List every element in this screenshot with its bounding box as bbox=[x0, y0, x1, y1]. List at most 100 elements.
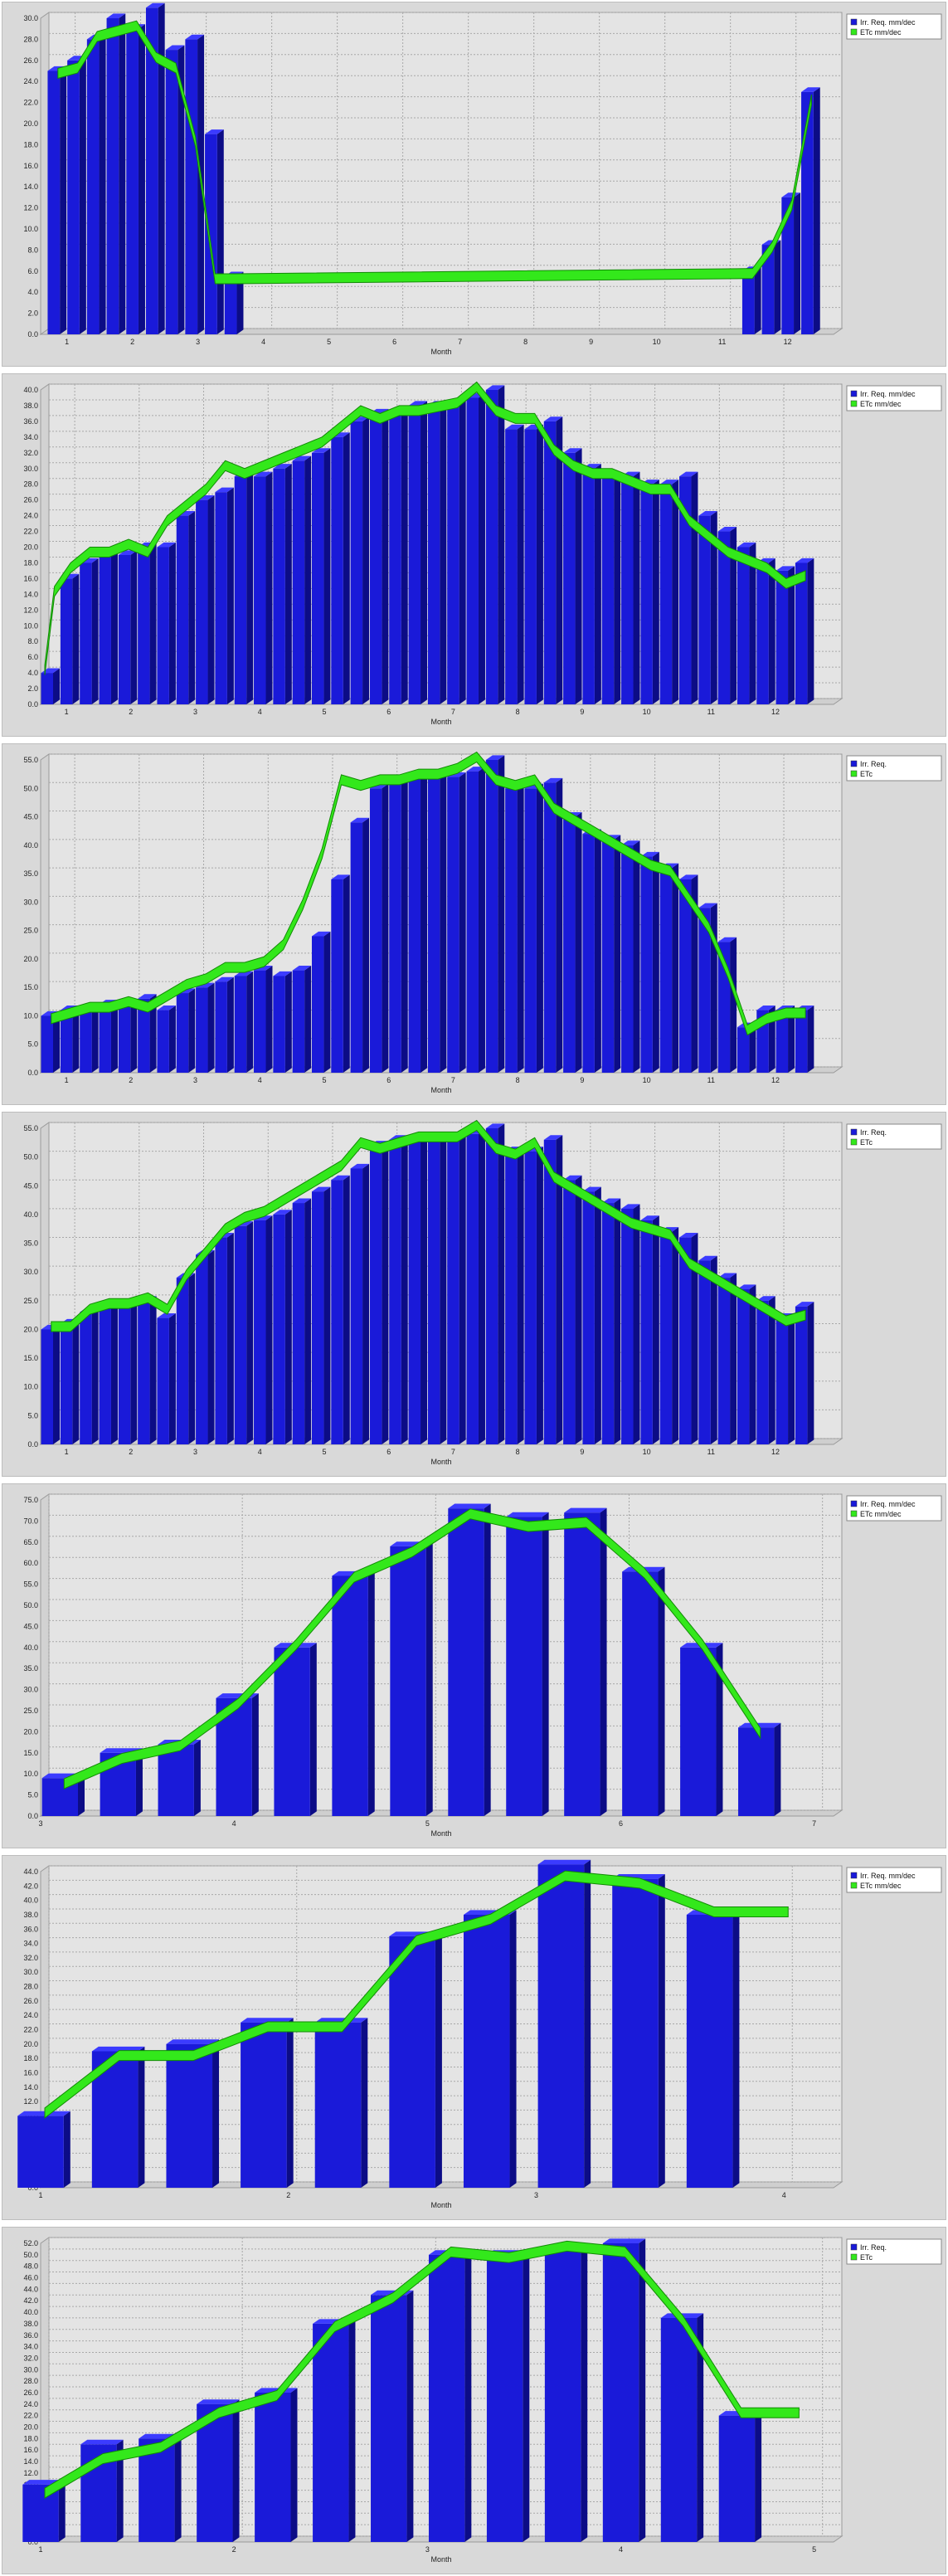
bar-irr-req bbox=[273, 464, 292, 704]
bar-irr-req bbox=[717, 526, 737, 704]
y-tick-label: 15.0 bbox=[23, 983, 38, 991]
x-tick-label: 3 bbox=[196, 338, 200, 346]
y-tick-label: 32.0 bbox=[23, 449, 38, 457]
bar-irr-req bbox=[118, 1000, 138, 1073]
legend-swatch bbox=[850, 390, 858, 397]
y-tick-label: 18.0 bbox=[23, 2434, 38, 2442]
y-tick-label: 42.0 bbox=[23, 2296, 38, 2305]
legend-entry: Irr. Req. mm/dec bbox=[860, 18, 916, 27]
x-tick-label: 10 bbox=[643, 708, 651, 716]
bar-irr-req bbox=[41, 668, 61, 704]
bar-irr-req bbox=[157, 542, 176, 704]
bar-irr-req bbox=[215, 487, 234, 704]
bar-irr-req bbox=[157, 1313, 176, 1444]
bar-irr-req bbox=[506, 1512, 549, 1816]
x-tick-label: 4 bbox=[258, 708, 262, 716]
bar-irr-req bbox=[369, 1141, 389, 1444]
bar-irr-req bbox=[428, 2250, 472, 2542]
bar-irr-req bbox=[680, 1643, 723, 1816]
bar-irr-req bbox=[389, 1931, 442, 2188]
bar-irr-req bbox=[756, 1296, 775, 1444]
legend-entry: Irr. Req. bbox=[860, 760, 887, 768]
x-tick-label: 8 bbox=[516, 1076, 520, 1084]
x-tick-label: 11 bbox=[707, 1076, 715, 1084]
x-tick-label: 9 bbox=[580, 1448, 584, 1456]
bar-irr-req bbox=[698, 511, 717, 704]
chart-3: 0.0 5.0 10.0 15.0 20.0 25.0 30.0 35.0 40.0 45.0 50… bbox=[23, 751, 942, 1094]
y-tick-label: 40.0 bbox=[23, 1643, 38, 1652]
x-axis-title: Month bbox=[430, 348, 451, 356]
bar-irr-req bbox=[255, 2388, 298, 2542]
legend-swatch bbox=[850, 2253, 858, 2261]
bar-irr-req bbox=[60, 1318, 80, 1444]
bar-irr-req bbox=[22, 2480, 66, 2542]
bar-irr-req bbox=[781, 192, 801, 334]
etc-ribbon bbox=[57, 20, 812, 285]
bar-irr-req bbox=[640, 1215, 659, 1444]
x-tick-label: 1 bbox=[65, 1448, 69, 1456]
bar-irr-req bbox=[86, 34, 106, 335]
x-tick-label: 5 bbox=[425, 1819, 430, 1828]
x-axis-title: Month bbox=[430, 2555, 451, 2564]
bar-irr-req bbox=[389, 777, 408, 1073]
bar-irr-req bbox=[292, 966, 312, 1073]
bar-irr-req bbox=[99, 1000, 118, 1073]
bar-irr-req bbox=[176, 511, 196, 704]
y-tick-label: 44.0 bbox=[23, 1867, 38, 1876]
y-tick-label: 0.0 bbox=[27, 1812, 38, 1820]
bar-irr-req bbox=[537, 1859, 591, 2188]
y-tick-label: 28.0 bbox=[23, 2377, 38, 2385]
legend-entry: Irr. Req. mm/dec bbox=[860, 1872, 916, 1880]
y-tick-label: 10.0 bbox=[23, 1770, 38, 1778]
y-tick-label: 50.0 bbox=[23, 1601, 38, 1609]
bar-irr-req bbox=[47, 66, 67, 335]
bar-irr-req bbox=[80, 558, 99, 704]
x-axis-title: Month bbox=[430, 2201, 451, 2209]
legend-entry: Irr. Req. bbox=[860, 2243, 887, 2252]
y-tick-label: 16.0 bbox=[23, 2068, 38, 2077]
y-tick-label: 20.0 bbox=[23, 119, 38, 128]
bar-irr-req bbox=[234, 471, 254, 704]
bar-irr-req bbox=[314, 2018, 368, 2188]
legend-swatch bbox=[850, 1882, 858, 1889]
y-tick-label: 10.0 bbox=[23, 1011, 38, 1020]
y-tick-label: 24.0 bbox=[23, 2400, 38, 2408]
bar-irr-req bbox=[795, 1006, 814, 1073]
chart-5: 0.0 5.0 10.0 15.0 20.0 25.0 30.0 35.0 40.0 45.0 50… bbox=[23, 1493, 942, 1838]
y-tick-label: 28.0 bbox=[23, 35, 38, 43]
y-tick-label: 18.0 bbox=[23, 140, 38, 149]
y-tick-label: 55.0 bbox=[23, 1124, 38, 1132]
bar-irr-req bbox=[544, 2244, 588, 2542]
bar-irr-req bbox=[582, 829, 601, 1073]
y-tick-label: 40.0 bbox=[23, 1897, 38, 1905]
bar-irr-req bbox=[273, 971, 292, 1073]
bar-irr-req bbox=[311, 931, 331, 1073]
bar-irr-req bbox=[427, 401, 447, 704]
x-tick-label: 5 bbox=[327, 338, 331, 346]
y-tick-label: 40.0 bbox=[23, 2308, 38, 2316]
bar-irr-req bbox=[331, 432, 350, 704]
y-tick-label: 52.0 bbox=[23, 2239, 38, 2247]
bar-irr-req bbox=[448, 1503, 491, 1816]
y-tick-label: 35.0 bbox=[23, 1239, 38, 1248]
bar-irr-req bbox=[274, 1643, 317, 1816]
y-tick-label: 18.0 bbox=[23, 2054, 38, 2062]
etc-ribbon bbox=[44, 2240, 800, 2499]
x-tick-label: 5 bbox=[812, 2545, 816, 2554]
bar-irr-req bbox=[795, 558, 814, 704]
x-tick-label: 4 bbox=[619, 2545, 623, 2554]
bar-irr-req bbox=[196, 495, 215, 704]
x-tick-label: 6 bbox=[386, 708, 391, 716]
y-tick-label: 50.0 bbox=[23, 784, 38, 792]
y-tick-label: 12.0 bbox=[23, 2097, 38, 2106]
bar-irr-req bbox=[41, 1010, 61, 1073]
bar-irr-req bbox=[215, 1233, 234, 1444]
bar-irr-req bbox=[158, 1740, 201, 1816]
bar-irr-req bbox=[311, 448, 331, 704]
y-tick-label: 38.0 bbox=[23, 1911, 38, 1919]
x-tick-label: 4 bbox=[258, 1448, 262, 1456]
y-tick-label: 26.0 bbox=[23, 496, 38, 504]
legend-swatch bbox=[850, 1128, 858, 1136]
legend-entry: Irr. Req. bbox=[860, 1128, 887, 1137]
legend-swatch bbox=[850, 28, 858, 36]
